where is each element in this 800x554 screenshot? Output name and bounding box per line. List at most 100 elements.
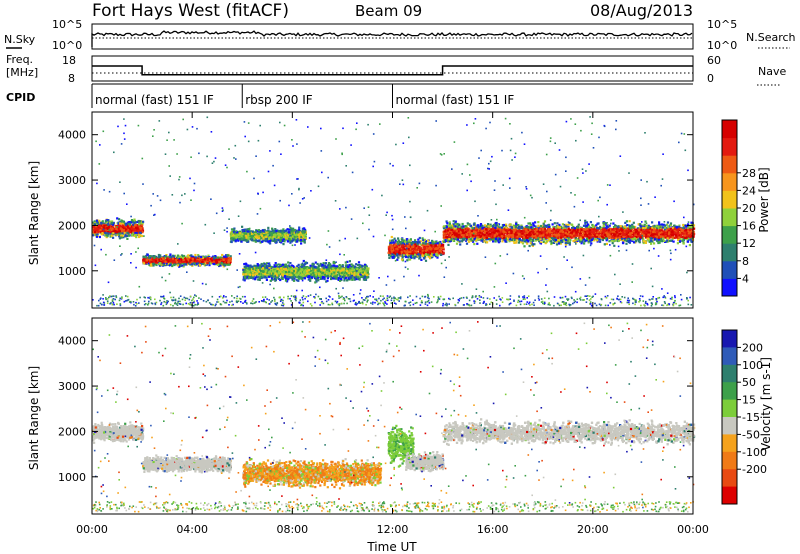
scatter-cell — [344, 276, 347, 279]
scatter-cell — [316, 262, 319, 266]
scatter-cell — [327, 262, 331, 265]
scatter-cell — [316, 267, 319, 270]
scatter-cell — [296, 235, 299, 238]
scatter-cell — [341, 269, 344, 272]
scatter-cell — [164, 261, 167, 264]
scatter-cell — [177, 256, 180, 259]
scatter-cell — [283, 229, 286, 233]
scatter-cell — [277, 263, 280, 266]
noise-left-tick-bottom: 10^0 — [52, 39, 82, 52]
scatter-cell — [279, 278, 282, 282]
scatter-cell — [121, 234, 124, 237]
scatter-cell — [126, 226, 129, 229]
scatter-cell — [233, 235, 236, 238]
scatter-cell — [246, 228, 249, 231]
scatter-cell — [106, 226, 109, 229]
scatter-cell — [295, 270, 298, 273]
scatter-cell — [162, 264, 165, 267]
scatter-cell — [245, 239, 248, 242]
scatter-cell — [289, 262, 292, 265]
power-scatter — [92, 116, 696, 307]
scatter-cell — [195, 263, 198, 267]
scatter-cell — [169, 260, 172, 263]
scatter-cell — [214, 255, 217, 258]
scatter-cell — [131, 232, 134, 235]
scatter-cell — [334, 267, 337, 270]
scatter-cell — [211, 262, 214, 265]
scatter-cell — [226, 257, 229, 260]
scatter-cell — [307, 278, 310, 281]
scatter-cell — [174, 260, 177, 263]
scatter-cell — [112, 221, 115, 224]
scatter-cell — [188, 258, 191, 261]
scatter-cell — [347, 277, 350, 280]
scatter-cell — [254, 273, 257, 276]
scatter-cell — [352, 264, 355, 267]
scatter-cell — [111, 220, 114, 223]
scatter-cell — [317, 269, 320, 273]
scatter-cell — [256, 263, 259, 266]
scatter-cell — [137, 227, 140, 230]
scatter-cell — [324, 262, 328, 265]
scatter-cell — [299, 271, 302, 274]
scatter-cell — [133, 234, 136, 237]
scatter-cell — [265, 278, 268, 281]
scatter-cell — [196, 262, 199, 265]
scatter-cell — [276, 271, 279, 274]
scatter-cell — [277, 238, 280, 241]
scatter-cell — [225, 259, 228, 262]
scatter-cell — [315, 273, 318, 276]
scatter-cell — [249, 271, 252, 274]
scatter-cell — [208, 258, 211, 262]
scatter-cell — [343, 271, 346, 274]
scatter-cell — [171, 264, 174, 268]
scatter-cell — [128, 225, 131, 228]
scatter-cell — [260, 237, 263, 240]
scatter-cell — [296, 276, 299, 279]
scatter-cell — [159, 262, 162, 265]
scatter-cell — [168, 262, 171, 265]
scatter-cell — [351, 274, 354, 278]
scatter-cell — [303, 230, 306, 233]
scatter-cell — [347, 266, 350, 269]
scatter-cell — [331, 269, 334, 272]
scatter-cell — [258, 266, 261, 269]
scatter-cell — [304, 237, 307, 240]
scatter-cell — [333, 271, 336, 274]
freq-right-tick-top: 60 — [707, 54, 721, 67]
scatter-cell — [204, 259, 207, 263]
scatter-cell — [160, 263, 163, 266]
scatter-cell — [111, 227, 114, 230]
scatter-cell — [241, 230, 244, 233]
scatter-cell — [298, 235, 301, 238]
scatter-cell — [309, 269, 312, 272]
scatter-cell — [102, 232, 105, 235]
scatter-cell — [285, 271, 288, 274]
scatter-cell — [295, 233, 298, 236]
scatter-cell — [356, 276, 360, 279]
scatter-cell — [133, 228, 136, 231]
scatter-cell — [297, 236, 300, 239]
scatter-cell — [268, 262, 271, 265]
scatter-cell — [279, 239, 282, 243]
scatter-cell — [303, 270, 306, 274]
scatter-cell — [257, 233, 260, 236]
scatter-cell — [99, 224, 102, 227]
scatter-cell — [282, 228, 285, 231]
scatter-cell — [129, 230, 132, 233]
scatter-cell — [349, 267, 352, 270]
scatter-cell — [237, 238, 240, 241]
scatter-cell — [264, 235, 267, 238]
scatter-cell — [287, 278, 290, 281]
scatter-cell — [349, 276, 352, 279]
scatter-cell — [251, 275, 254, 279]
scatter-cell — [301, 227, 304, 230]
scatter-cell — [154, 259, 157, 262]
scatter-cell — [112, 232, 115, 235]
scatter-cell — [262, 275, 265, 278]
scatter-cell — [141, 229, 145, 232]
scatter-cell — [278, 234, 281, 237]
scatter-cell — [221, 253, 224, 257]
scatter-cell — [357, 264, 360, 267]
freq-left-tick-bottom: 8 — [68, 72, 75, 85]
